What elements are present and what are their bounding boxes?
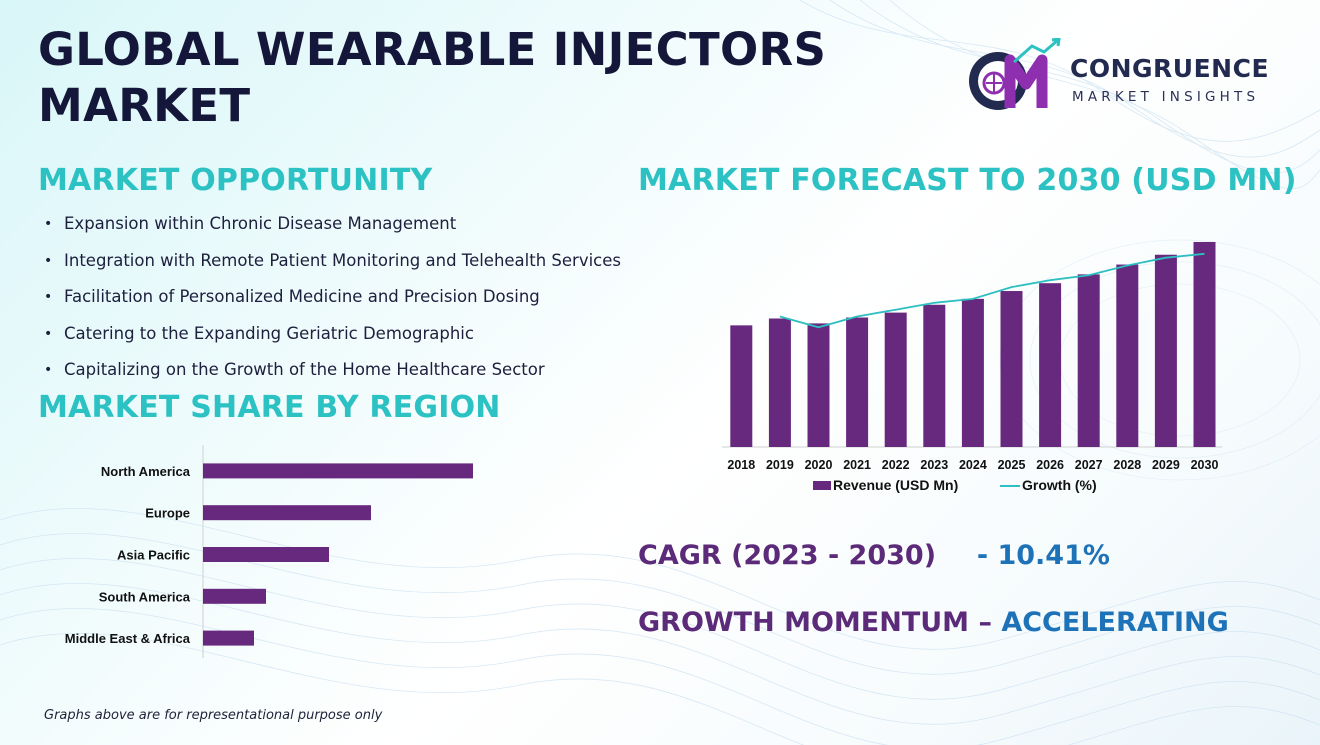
logo-tagline: MARKET INSIGHTS bbox=[1072, 89, 1260, 105]
region-label: North America bbox=[101, 464, 191, 479]
page-title: GLOBAL WEARABLE INJECTORS MARKET bbox=[38, 22, 898, 134]
logo-name: CONGRUENCE bbox=[1070, 54, 1270, 83]
momentum-value: ACCELERATING bbox=[1001, 607, 1229, 638]
region-bar bbox=[203, 588, 266, 604]
year-tick-label: 2019 bbox=[766, 458, 794, 472]
list-item-text: Facilitation of Personalized Medicine an… bbox=[64, 287, 540, 307]
region-bar bbox=[203, 505, 371, 521]
list-item: • Integration with Remote Patient Monitor… bbox=[44, 249, 621, 286]
list-item-text: Catering to the Expanding Geriatric Demo… bbox=[64, 323, 474, 343]
cagr-value: - 10.41% bbox=[976, 540, 1110, 571]
logo-mark-icon bbox=[969, 37, 1061, 110]
list-item-text: Capitalizing on the Growth of the Home H… bbox=[64, 360, 545, 380]
page-title-line-2: MARKET bbox=[38, 79, 251, 132]
year-tick-label: 2018 bbox=[727, 458, 755, 472]
year-tick-label: 2023 bbox=[920, 458, 948, 472]
revenue-bar bbox=[1077, 274, 1100, 447]
region-label: Europe bbox=[145, 506, 190, 521]
cagr-statement: CAGR (2023 - 2030) - 10.41% bbox=[638, 540, 1110, 571]
revenue-bar bbox=[768, 318, 791, 447]
region-bar bbox=[203, 630, 254, 646]
revenue-bar bbox=[730, 325, 753, 447]
revenue-bar bbox=[846, 317, 869, 447]
revenue-bar bbox=[884, 312, 907, 447]
revenue-bar bbox=[923, 304, 946, 447]
list-item-text: Integration with Remote Patient Monitori… bbox=[64, 250, 622, 270]
growth-line bbox=[779, 252, 1205, 329]
region-label: Asia Pacific bbox=[117, 548, 190, 563]
revenue-bar bbox=[1154, 254, 1177, 447]
list-item: • Expansion within Chronic Disease Manage… bbox=[44, 212, 621, 249]
list-item: • Catering to the Expanding Geriatric Dem… bbox=[44, 322, 621, 359]
year-tick-label: 2026 bbox=[1036, 458, 1064, 472]
opportunity-list: • Expansion within Chronic Disease Manage… bbox=[44, 212, 621, 395]
region-bar bbox=[203, 463, 473, 479]
growth-momentum-statement: GROWTH MOMENTUM – ACCELERATING bbox=[638, 607, 1229, 638]
year-tick-label: 2021 bbox=[843, 458, 871, 472]
market-opportunity-heading: MARKET OPPORTUNITY bbox=[38, 163, 433, 198]
region-label: Middle East & Africa bbox=[65, 631, 191, 646]
revenue-bar bbox=[1039, 283, 1062, 447]
revenue-bar bbox=[961, 298, 984, 447]
year-tick-label: 2024 bbox=[959, 458, 987, 472]
year-tick-label: 2028 bbox=[1113, 458, 1141, 472]
revenue-bar bbox=[1116, 264, 1139, 447]
market-forecast-heading: MARKET FORECAST TO 2030 (USD MN) bbox=[638, 163, 1297, 198]
market-share-heading: MARKET SHARE BY REGION bbox=[38, 390, 501, 425]
revenue-bar bbox=[1000, 291, 1023, 447]
legend-growth-label: Growth (%) bbox=[1022, 477, 1097, 493]
year-tick-label: 2020 bbox=[805, 458, 833, 472]
company-logo: CONGRUENCE MARKET INSIGHTS bbox=[962, 37, 1292, 116]
region-bar bbox=[203, 547, 329, 562]
legend-revenue-swatch bbox=[813, 481, 831, 490]
list-item: • Facilitation of Personalized Medicine a… bbox=[44, 285, 621, 322]
year-tick-label: 2022 bbox=[882, 458, 910, 472]
region-share-chart: North America Europe Asia Pacific South Ame… bbox=[65, 445, 473, 658]
year-tick-label: 2027 bbox=[1075, 458, 1103, 472]
footnote: Graphs above are for representational pu… bbox=[44, 708, 383, 723]
year-tick-label: 2030 bbox=[1191, 458, 1219, 472]
year-tick-label: 2029 bbox=[1152, 458, 1180, 472]
revenue-bar bbox=[1193, 241, 1216, 447]
forecast-chart: 2018 2019 2020 2021 2022 2023 2024 2025 2026 2027… bbox=[722, 241, 1222, 493]
cagr-label: CAGR (2023 - 2030) bbox=[638, 540, 937, 571]
list-item-text: Expansion within Chronic Disease Managem… bbox=[64, 214, 457, 233]
region-label: South America bbox=[99, 589, 191, 604]
list-item: • Capitalizing on the Growth of the Home … bbox=[44, 358, 621, 395]
page-title-line-1: GLOBAL WEARABLE INJECTORS bbox=[38, 23, 827, 76]
revenue-bar bbox=[807, 323, 830, 447]
year-tick-label: 2025 bbox=[998, 458, 1026, 472]
momentum-label: GROWTH MOMENTUM – bbox=[638, 607, 1002, 638]
legend-revenue-label: Revenue (USD Mn) bbox=[833, 477, 958, 493]
